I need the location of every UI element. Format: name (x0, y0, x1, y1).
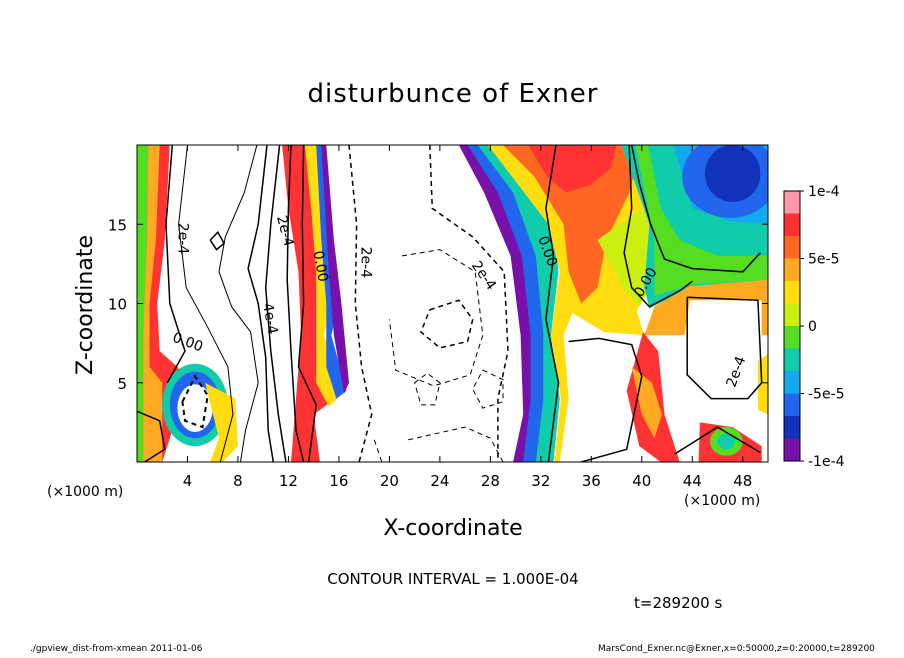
contour-line (429, 145, 509, 462)
contour-line (181, 374, 209, 429)
y-tick-label: 5 (117, 375, 127, 393)
colorbar-tick-label: 1e-4 (808, 184, 840, 200)
colorbar-swatch (784, 348, 800, 372)
contour-label: 2e-4 (273, 214, 297, 249)
contour-line (686, 296, 763, 400)
colorbar-swatch (784, 213, 800, 237)
colorbar-swatch (784, 326, 800, 349)
time-text: t=289200 s (634, 594, 722, 612)
x-axis: 4 8 12 16 20 24 28 32 36 40 44 48 (183, 145, 752, 490)
colorbar-swatch (784, 258, 800, 282)
x-tick-label: 48 (733, 472, 752, 490)
contour-line (247, 145, 275, 462)
contour-line (348, 145, 373, 462)
field-region (679, 300, 762, 415)
field-region (477, 145, 560, 462)
contour-line (623, 145, 693, 308)
x-unit-left: (×1000 m) (47, 484, 123, 500)
contour-label: 4e-4 (259, 302, 280, 336)
contour-line (264, 145, 287, 462)
contour-line (388, 249, 484, 387)
field-region (717, 433, 736, 450)
contour-label: 2e-4 (175, 223, 191, 255)
contour-line (165, 145, 186, 384)
x-tick-label: 4 (183, 472, 193, 490)
contour-line (209, 230, 226, 251)
contour-lines (137, 145, 763, 462)
colorbar: 1e-4 5e-5 0 -5e-5 -1e-4 (783, 184, 845, 470)
field-region (503, 145, 642, 304)
contour-label: 0.00 (310, 250, 331, 283)
contour-line (218, 145, 259, 462)
x-tick-label: 16 (329, 472, 348, 490)
field-region (528, 145, 617, 193)
contour-line (408, 426, 504, 462)
x-tick-label: 28 (481, 472, 500, 490)
contour-line (373, 439, 383, 462)
field-region (566, 338, 632, 462)
contour-line (420, 299, 474, 349)
colorbar-swatch (784, 371, 800, 394)
colorbar-tick-label: 0 (808, 319, 817, 335)
footer-right: MarsCond_Exner.nc@Exner,x=0:50000,z=0:20… (598, 644, 875, 654)
contour-line (297, 145, 317, 462)
x-tick-label: 8 (233, 472, 243, 490)
contour-line (630, 145, 761, 273)
footer-left: ./gpview_dist-from-xmean 2011-01-06 (30, 644, 203, 654)
y-axis: 5 10 15 (108, 216, 768, 393)
colorbar-tick-label: -5e-5 (808, 387, 845, 403)
contour-line (674, 426, 761, 455)
contour-line (472, 369, 504, 409)
contour-label: 2e-4 (358, 247, 374, 279)
x-tick-label: 36 (582, 472, 601, 490)
x-axis-label: X-coordinate (383, 516, 522, 541)
x-tick-label: 32 (531, 472, 550, 490)
y-tick-label: 10 (108, 296, 127, 314)
colorbar-swatch (784, 236, 800, 259)
colorbar-swatch (784, 393, 800, 417)
contour-line (414, 372, 441, 406)
field-region (205, 382, 238, 462)
colorbar-tick-label: 5e-5 (808, 252, 839, 268)
colorbar-swatch (784, 416, 800, 439)
contour-line (178, 145, 234, 462)
x-tick-label: 24 (430, 472, 449, 490)
contour-line (137, 410, 166, 462)
colorbar-tick-label: -1e-4 (808, 454, 845, 470)
x-unit-right: (×1000 m) (684, 493, 760, 509)
field-region (321, 145, 349, 394)
x-tick-label: 44 (683, 472, 702, 490)
chart-title: disturbunce of Exner (308, 79, 599, 109)
colorbar-swatch (784, 438, 800, 462)
contour-line (568, 337, 643, 462)
field-region (631, 366, 662, 439)
y-tick-label: 15 (108, 216, 127, 234)
x-tick-label: 20 (380, 472, 399, 490)
contour-interval-text: CONTOUR INTERVAL = 1.000E-04 (327, 570, 578, 588)
colorbar-swatch (784, 191, 800, 214)
shaded-field (137, 145, 768, 462)
contour-line (545, 145, 560, 462)
field-region (704, 145, 761, 203)
x-tick-label: 12 (279, 472, 298, 490)
contour-line (286, 145, 305, 462)
colorbar-swatch (784, 281, 800, 304)
x-tick-label: 40 (632, 472, 651, 490)
y-axis-label: Z-coordinate (73, 235, 98, 375)
colorbar-swatch (784, 303, 800, 327)
